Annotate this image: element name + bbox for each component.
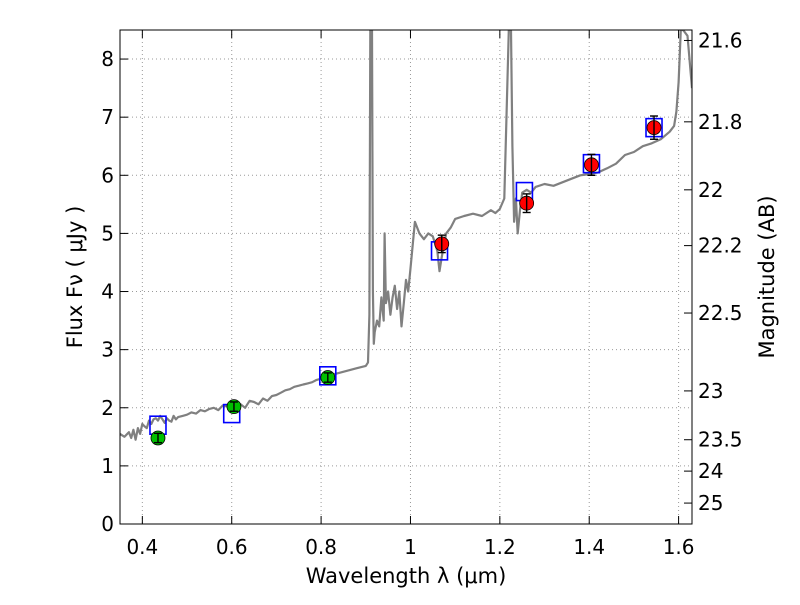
y2-tick-label: 23.5	[698, 428, 743, 452]
x-tick-label: 1.2	[484, 535, 516, 559]
y-tick-label: 7	[101, 105, 114, 129]
y-tick-label: 0	[101, 512, 114, 536]
y-tick-label: 5	[101, 221, 114, 245]
grid-lines	[120, 30, 692, 524]
y-tick-label: 4	[101, 280, 114, 304]
y2-tick-label: 25	[698, 491, 723, 515]
plot-frame	[119, 29, 693, 525]
x-tick-label: 0.8	[305, 535, 337, 559]
x-tick-label: 1.6	[663, 535, 695, 559]
x-tick-label: 0.6	[216, 535, 248, 559]
x-tick-label: 1.4	[573, 535, 605, 559]
y2-tick-label: 22.5	[698, 301, 743, 325]
y-axis-title: Flux Fν ( μJy )	[63, 206, 87, 349]
y-tick-label: 3	[101, 338, 114, 362]
y2-tick-label: 24	[698, 459, 723, 483]
y2-axis-title: Magnitude (AB)	[755, 195, 779, 358]
y2-tick-label: 21.8	[698, 110, 743, 134]
y-tick-label: 8	[101, 47, 114, 71]
y-tick-label: 1	[101, 454, 114, 478]
x-tick-label: 1	[404, 535, 417, 559]
axis-ticks: 0.4 0.6 0.8 1 1.2 1.4 1.601234567821.621.82222…	[101, 28, 742, 559]
x-tick-label: 0.4	[126, 535, 158, 559]
y-tick-label: 6	[101, 163, 114, 187]
y-tick-label: 2	[101, 396, 114, 420]
x-axis-title: Wavelength λ (μm)	[306, 564, 507, 588]
plot-series	[120, 30, 692, 446]
y2-tick-label: 21.6	[698, 28, 743, 52]
sed-model-line	[120, 30, 692, 441]
y2-tick-label: 22.2	[698, 234, 743, 258]
y2-tick-label: 22	[698, 178, 723, 202]
y2-tick-label: 23	[698, 379, 723, 403]
